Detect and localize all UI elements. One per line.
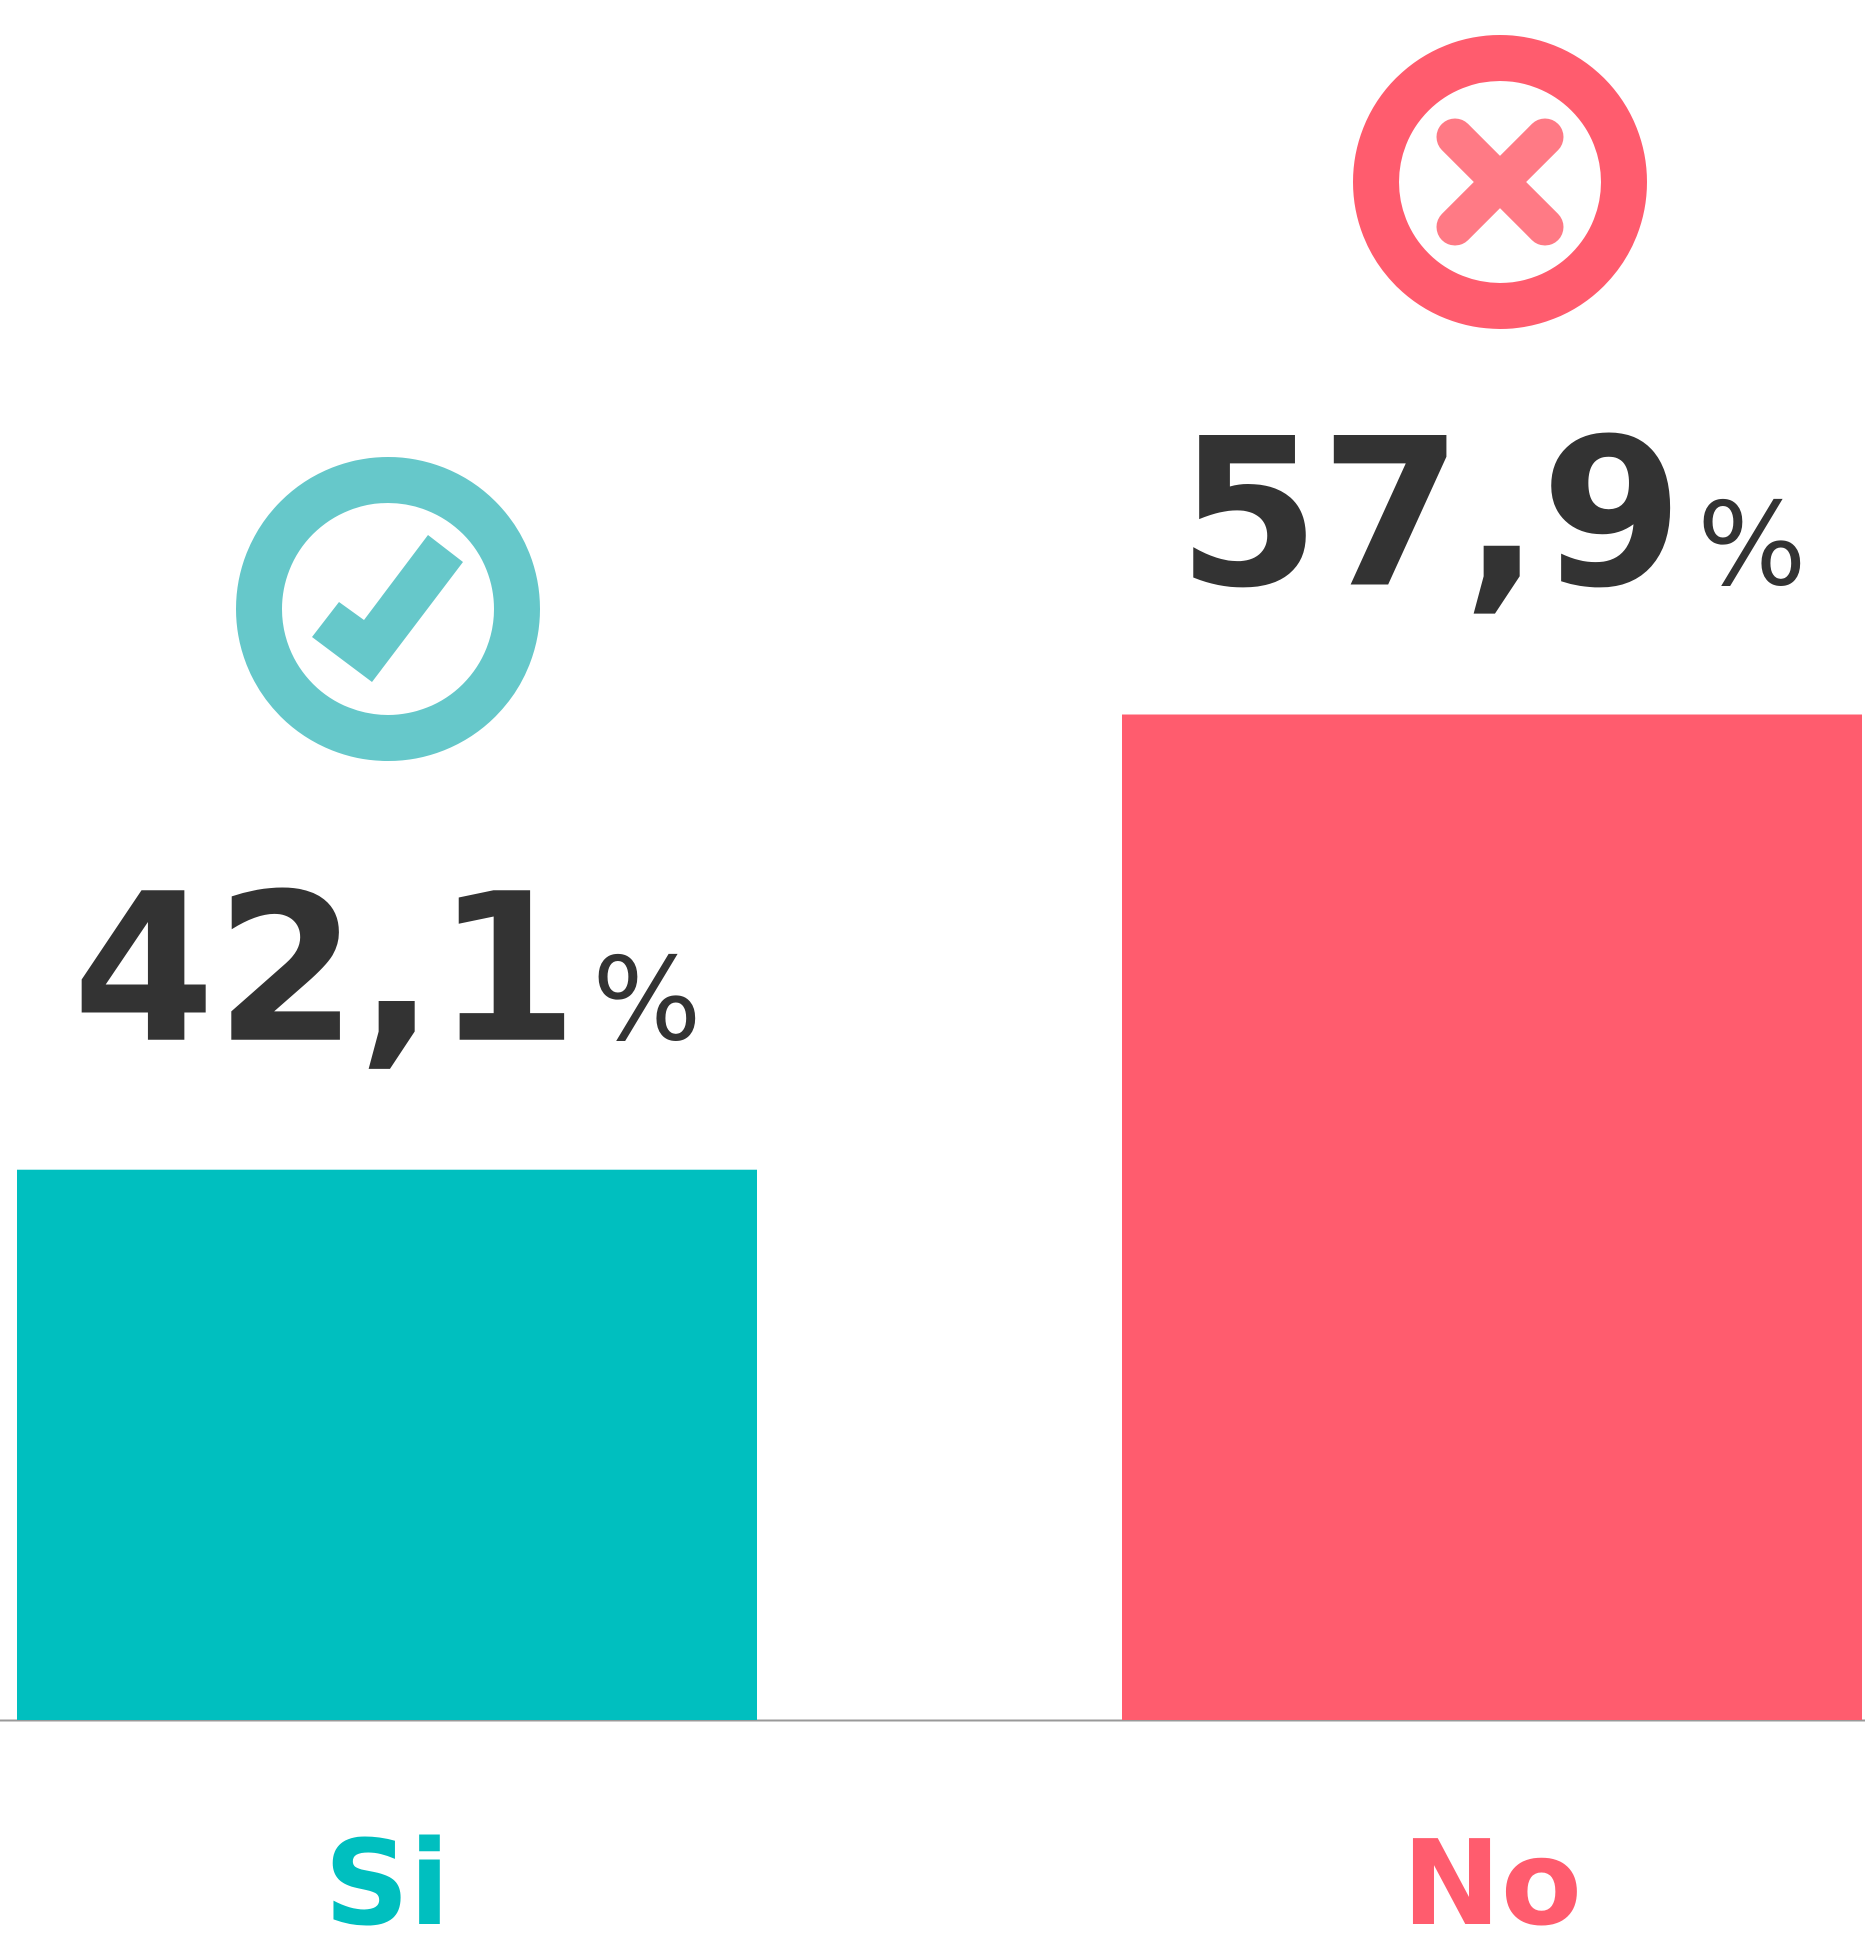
value-number: 57,9: [1177, 396, 1683, 634]
cross-icon: [1353, 35, 1647, 329]
category-label: Si: [324, 1814, 449, 1933]
bar: [17, 1169, 757, 1720]
value-label: 42,1%: [72, 851, 701, 1089]
value-unit: %: [592, 934, 701, 1068]
category-label: No: [1402, 1814, 1582, 1933]
value-number: 42,1: [72, 851, 578, 1089]
check-icon: [236, 457, 540, 761]
value-label: 57,9%: [1177, 396, 1806, 634]
value-unit: %: [1697, 479, 1806, 613]
bar: [1122, 714, 1862, 1720]
